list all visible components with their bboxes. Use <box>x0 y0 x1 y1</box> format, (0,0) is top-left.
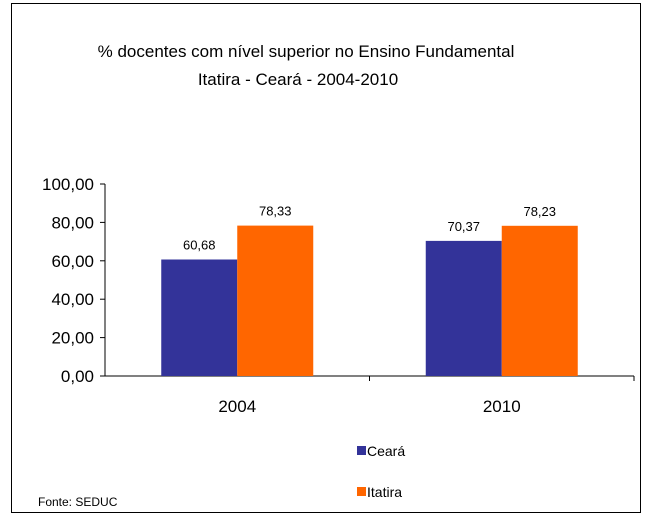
axes: 0,00 20,00 40,00 60,00 80,00 100,00 2004 2010 <box>42 175 635 416</box>
bar-itatira-2010 <box>501 225 578 376</box>
bars: 60,68 78,33 70,37 78,23 <box>161 204 578 376</box>
legend-label-itatira: Itatira <box>367 484 402 500</box>
chart-title: % docentes com nível superior no Ensino … <box>98 42 515 61</box>
y-tick-label: 80,00 <box>51 213 94 232</box>
legend: Ceará Itatira <box>357 443 405 500</box>
y-tick-label: 20,00 <box>51 329 94 348</box>
x-tick-label: 2004 <box>218 397 256 416</box>
y-tick-label: 100,00 <box>42 175 94 194</box>
legend-swatch-itatira <box>357 487 366 496</box>
data-label: 70,37 <box>447 219 480 234</box>
x-tick-label: 2010 <box>483 397 521 416</box>
bar-ceará-2010 <box>425 240 502 376</box>
y-tick-label: 40,00 <box>51 290 94 309</box>
data-label: 78,33 <box>259 204 292 219</box>
data-label: 78,23 <box>523 204 556 219</box>
bar-ceará-2004 <box>161 259 238 376</box>
bar-itatira-2004 <box>237 225 314 376</box>
y-tick-label: 0,00 <box>61 367 94 386</box>
source-note: Fonte: SEDUC <box>38 495 118 509</box>
y-tick-label: 60,00 <box>51 252 94 271</box>
data-label: 60,68 <box>183 237 216 252</box>
chart-subtitle: Itatira - Ceará - 2004-2010 <box>198 70 398 89</box>
legend-label-ceará: Ceará <box>367 443 405 459</box>
legend-swatch-ceará <box>357 446 366 455</box>
